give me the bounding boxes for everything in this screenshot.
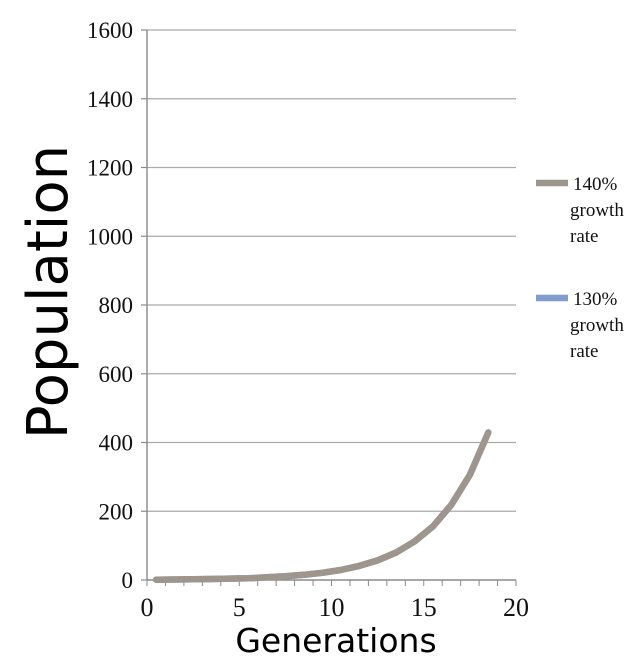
y-tick-label: 400 <box>99 431 134 456</box>
y-tick-label: 1400 <box>87 87 133 112</box>
legend-label: rate <box>570 341 598 362</box>
legend: 140% growth rate 130% growth rate <box>536 174 624 362</box>
x-tick-label: 15 <box>411 593 437 622</box>
legend-label: 130% <box>573 289 618 310</box>
legend-label: 140% <box>573 174 618 195</box>
y-tick-label: 600 <box>99 362 134 387</box>
legend-item-1: 140% growth rate <box>536 174 624 247</box>
x-axis-label: Generations <box>235 621 436 660</box>
series-line-1 <box>152 429 492 583</box>
y-tick-label: 0 <box>122 568 134 593</box>
series-lines <box>152 429 492 583</box>
x-tick-label: 5 <box>233 593 246 622</box>
x-tick-label: 0 <box>141 593 154 622</box>
legend-label: growth <box>570 315 624 336</box>
legend-label: growth <box>570 200 624 221</box>
legend-label: rate <box>570 226 598 247</box>
y-tick-label: 1200 <box>87 156 133 181</box>
y-tick-label: 200 <box>99 499 134 524</box>
y-tick-label: 800 <box>99 293 134 318</box>
x-tick-label: 10 <box>319 593 345 622</box>
y-tick-label: 1600 <box>87 18 133 43</box>
y-axis-label: Population <box>16 145 81 439</box>
legend-item-2: 130% growth rate <box>536 289 624 362</box>
axes: 0 200 400 600 800 1000 1200 1400 1600 0 5 10 15 20 <box>87 18 529 622</box>
x-tick-label: 20 <box>503 593 529 622</box>
gridlines <box>147 29 516 512</box>
series-line-2 <box>152 429 492 583</box>
y-tick-label: 1000 <box>87 224 133 249</box>
